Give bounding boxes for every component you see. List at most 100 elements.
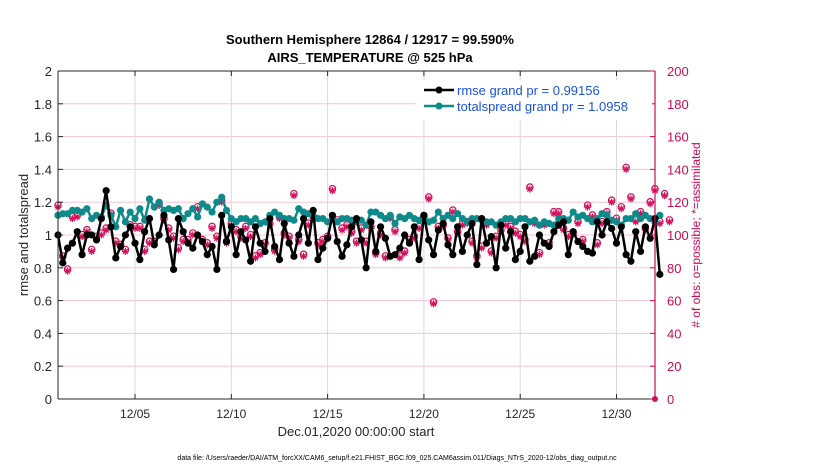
y-tick-label: 1.2 [34, 195, 52, 210]
rmse-point [348, 223, 356, 231]
rmse-point [242, 236, 250, 244]
spread-point [569, 208, 577, 216]
y-tick-label: 2 [45, 64, 52, 79]
rmse-point [396, 244, 404, 252]
x-tick-label: 12/10 [216, 407, 246, 421]
rmse-point [251, 223, 259, 231]
y-tick-label: 0.8 [34, 261, 52, 276]
rmse-point [73, 228, 81, 236]
spread-point [136, 205, 144, 213]
rmse-point [184, 239, 192, 247]
spread-point [434, 208, 442, 216]
spread-point [145, 195, 154, 203]
obs-assimilated-point [97, 231, 105, 239]
rmse-point [646, 234, 654, 242]
x-tick-label: 12/15 [313, 407, 343, 421]
chart-subtitle: AIRS_TEMPERATURE @ 525 hPa [267, 50, 473, 65]
spread-point [155, 198, 163, 206]
spread-point [603, 211, 611, 219]
rmse-point [401, 231, 409, 239]
rmse-point [328, 211, 337, 219]
rmse-point [102, 187, 110, 195]
obs-assimilated-point [121, 247, 129, 255]
rmse-point [381, 234, 389, 242]
rmse-point [564, 251, 572, 259]
rmse-point [492, 264, 500, 272]
data-file-footnote: data file: /Users/raeder/DAI/ATM_forcXX/… [177, 455, 617, 462]
legend-box [416, 80, 652, 120]
rmse-point [458, 247, 467, 255]
spread-point [121, 218, 130, 226]
y-right-tick-label: 200 [667, 64, 689, 79]
rmse-point [179, 228, 187, 236]
rmse-point [78, 251, 86, 259]
rmse-point [131, 239, 139, 247]
y-right-tick-label: 20 [667, 359, 681, 374]
rmse-point [425, 236, 433, 244]
obs-assimilated-point [608, 198, 616, 206]
rmse-point [405, 239, 414, 247]
obs-assimilated-point [290, 192, 298, 200]
rmse-point [112, 254, 120, 262]
rmse-point [415, 256, 423, 264]
rmse-point [391, 251, 399, 259]
rmse-point [232, 251, 240, 259]
spread-point [208, 208, 216, 216]
rmse-point [550, 228, 558, 236]
obs-assimilated-point [622, 165, 630, 173]
y-right-tick-label: 40 [667, 326, 681, 341]
series-layer [54, 163, 674, 402]
x-tick-label: 12/20 [409, 407, 439, 421]
rmse-point [608, 224, 616, 233]
legend-marker-spread [435, 102, 443, 110]
rmse-point [531, 252, 539, 260]
y-tick-label: 0 [45, 392, 52, 407]
rmse-point [275, 256, 284, 264]
rmse-point [285, 239, 293, 247]
rmse-point [68, 239, 77, 247]
rmse-point [641, 223, 649, 231]
rmse-point [203, 251, 211, 259]
obs-assimilated-point [526, 185, 534, 193]
y-tick-label: 1 [45, 228, 52, 243]
spread-point [116, 206, 125, 214]
rmse-point [237, 228, 245, 236]
spread-point [189, 205, 197, 213]
rmse-point [126, 223, 134, 231]
rmse-point [246, 257, 255, 265]
rmse-point [612, 239, 621, 247]
rmse-point [506, 228, 515, 236]
spread-point [126, 208, 134, 216]
obs-assimilated-point [328, 187, 336, 195]
rmse-point [213, 265, 221, 274]
rmse-point [636, 247, 645, 255]
rmse-point [468, 219, 476, 228]
obs-assimilated-point [208, 224, 216, 232]
rmse-point [434, 226, 442, 234]
rmse-point [410, 223, 418, 231]
obs-assimilated-point [617, 205, 625, 213]
rmse-point [521, 223, 529, 231]
rmse-point [463, 231, 471, 239]
left-axis-ticks: 0 0.2 0.4 0.6 0.8 1 1.2 1.4 1.6 1.8 2 [34, 64, 63, 407]
rmse-point [280, 219, 288, 228]
rmse-point [208, 242, 216, 251]
spread-point [251, 215, 259, 223]
rmse-point [314, 256, 322, 264]
rmse-point [155, 231, 163, 239]
obs-assimilated-point [584, 203, 592, 211]
spread-point [627, 215, 635, 223]
rmse-point [299, 215, 308, 223]
rmse-point [535, 231, 544, 239]
rmse-point [194, 231, 202, 239]
obs-assimilated-point [627, 195, 635, 203]
rmse-point [227, 223, 235, 231]
legend-label-spread: totalspread grand pr = 1.0958 [457, 99, 628, 114]
spread-point [131, 215, 139, 223]
y-tick-label: 0.2 [34, 359, 52, 374]
rmse-point [271, 242, 279, 251]
rmse-point [545, 242, 553, 251]
rmse-point [352, 215, 361, 223]
rmse-point [502, 244, 510, 252]
rmse-point [526, 257, 534, 265]
